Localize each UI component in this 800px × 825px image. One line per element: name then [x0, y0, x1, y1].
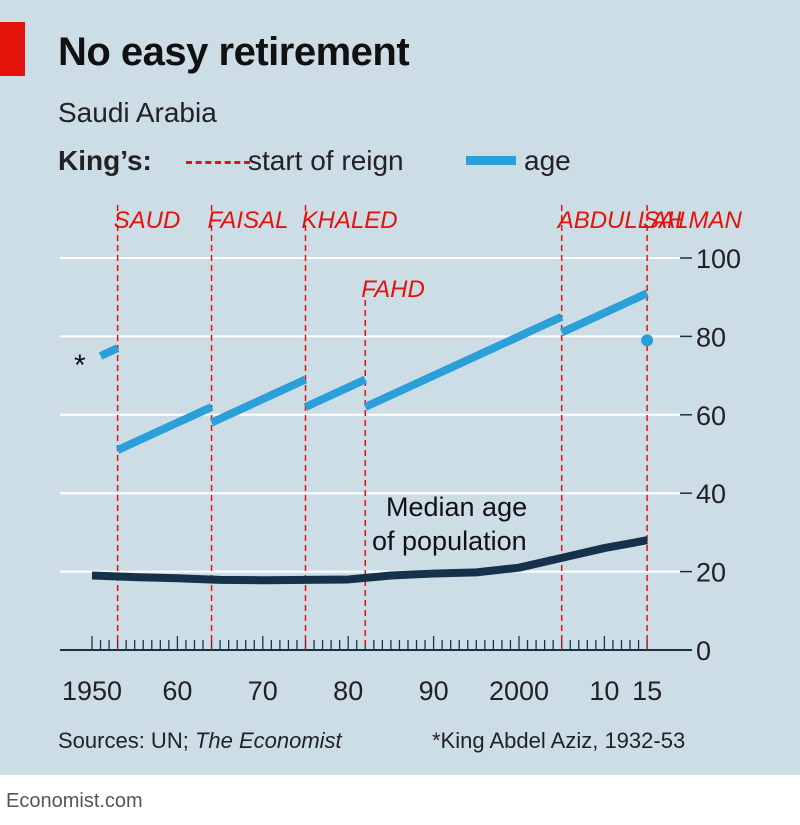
age-segment-abdel-aziz	[98, 344, 120, 360]
source-prefix: Sources: UN;	[58, 728, 195, 753]
age-segment-khaled	[303, 375, 367, 411]
x-tick-label: 60	[162, 676, 192, 706]
age-segment-fahd	[363, 313, 564, 411]
red-tab-marker	[0, 22, 25, 76]
legend-age-swatch	[466, 156, 516, 165]
legend-heading: King’s:	[58, 145, 152, 176]
y-tick-label: 0	[696, 636, 711, 666]
reign-label-fahd: FAHD	[361, 276, 425, 303]
credit: Economist.com	[6, 790, 143, 812]
legend-age-label: age	[524, 145, 571, 176]
footnote: *King Abdel Aziz, 1932-53	[432, 728, 686, 753]
asterisk-annotation: *	[74, 349, 86, 382]
x-tick-label: 15	[632, 676, 662, 706]
age-segment-saud	[115, 403, 214, 454]
median-label-line1: Median age	[386, 492, 527, 522]
chart-title: No easy retirement	[58, 30, 410, 74]
x-tick-label: 1950	[62, 676, 122, 706]
x-tick-label: 2000	[489, 676, 549, 706]
median-label-line2: of population	[372, 526, 527, 556]
reign-label-faisal: FAISAL	[208, 207, 289, 234]
legend-reign-label: start of reign	[248, 145, 404, 176]
y-tick-label: 60	[696, 401, 726, 431]
age-segment-faisal	[209, 375, 308, 427]
chart-subtitle: Saudi Arabia	[58, 97, 217, 128]
x-tick-label: 90	[419, 676, 449, 706]
x-tick-label: 70	[248, 676, 278, 706]
y-tick-label: 100	[696, 244, 741, 274]
age-point-salman	[641, 334, 654, 347]
y-tick-label: 80	[696, 322, 726, 352]
y-tick-label: 40	[696, 479, 726, 509]
y-tick-label: 20	[696, 558, 726, 588]
reign-label-salman: SALMAN	[643, 207, 742, 234]
age-segment-abdullah	[560, 289, 649, 337]
reign-label-khaled: KHALED	[302, 207, 398, 234]
reign-label-abdullah: ABDULLAH	[556, 207, 685, 234]
source-publication: The Economist	[194, 728, 342, 753]
source-note: Sources: UN; The Economist	[58, 728, 342, 754]
reign-label-saud: SAUD	[114, 207, 181, 234]
legend-reign-swatch	[186, 161, 250, 164]
chart-svg: 0 20 40 60 80 100 1950 60 70 80 90 2000 10 15 SAUD FAIS…	[60, 205, 742, 706]
median-age-line	[91, 536, 648, 585]
x-tick-label: 80	[333, 676, 363, 706]
x-tick-label: 10	[589, 676, 619, 706]
